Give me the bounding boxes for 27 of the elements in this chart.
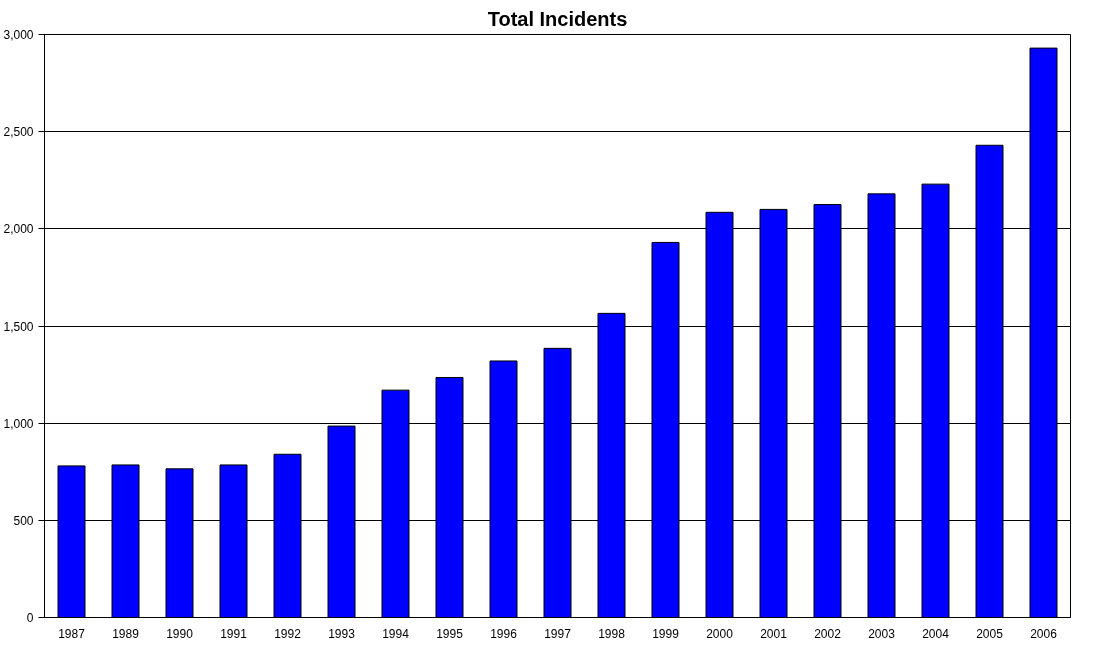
y-tick-label: 2,000 <box>3 222 34 237</box>
y-tick-label: 1,000 <box>3 416 34 431</box>
x-tick-label: 1997 <box>544 626 572 641</box>
x-tick-label: 1990 <box>166 626 194 641</box>
x-tick-label: 2006 <box>1030 626 1058 641</box>
x-tick-label: 1994 <box>382 626 410 641</box>
x-tick-label: 1995 <box>436 626 464 641</box>
x-tick-label: 2002 <box>814 626 842 641</box>
x-tick-label: 1993 <box>328 626 356 641</box>
x-tick-label: 1987 <box>58 626 86 641</box>
y-tick-label: 1,500 <box>3 319 34 334</box>
x-tick-label: 1998 <box>598 626 626 641</box>
y-tick-label: 3,000 <box>3 28 34 42</box>
y-tick-label: 500 <box>13 513 34 528</box>
y-tick-label: 0 <box>26 611 34 625</box>
x-tick-label: 2001 <box>760 626 788 641</box>
x-tick-label: 1999 <box>652 626 680 641</box>
y-tick-label: 2,500 <box>3 125 34 140</box>
x-tick-label: 1991 <box>220 626 248 641</box>
x-tick-label: 2000 <box>706 626 734 641</box>
x-tick-label: 1992 <box>274 626 302 641</box>
x-tick-label: 1996 <box>490 626 518 641</box>
x-tick-label: 2003 <box>868 626 896 641</box>
x-tick-label: 1989 <box>112 626 140 641</box>
x-tick-label: 2004 <box>922 626 950 641</box>
x-tick-label: 2005 <box>976 626 1004 641</box>
chart-title: Total Incidents <box>487 7 628 30</box>
